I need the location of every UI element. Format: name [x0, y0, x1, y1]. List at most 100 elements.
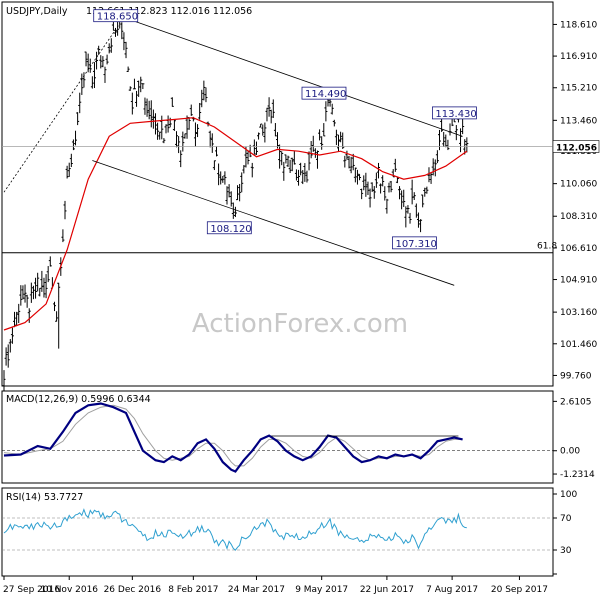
price-bar	[177, 136, 181, 154]
price-bar	[97, 45, 101, 55]
x-tick-label: 20 Sep 2017	[491, 585, 548, 595]
price-bar	[202, 80, 206, 101]
price-callout-box	[432, 106, 477, 120]
price-bar	[183, 133, 187, 139]
x-tick-label: 8 Feb 2017	[168, 585, 218, 595]
price-bar	[128, 86, 132, 91]
price-bar	[349, 156, 353, 174]
price-bar	[406, 205, 410, 214]
price-bar	[147, 100, 151, 120]
price-bar	[366, 181, 370, 196]
price-bar	[398, 186, 402, 200]
price-y-tick-label: 104.910	[560, 276, 597, 286]
rsi-lines	[2, 508, 553, 551]
price-bar	[269, 109, 273, 124]
price-bar	[267, 97, 271, 117]
price-bar	[193, 122, 197, 147]
price-bar	[236, 185, 240, 201]
price-bar	[261, 124, 265, 136]
price-bar	[263, 122, 267, 143]
price-bar	[290, 157, 294, 172]
rsi-panel-title: RSI(14) 53.7727	[6, 492, 83, 503]
price-bar	[99, 55, 103, 69]
x-tick-label: 9 May 2017	[295, 585, 348, 595]
price-bar	[368, 188, 372, 208]
price-bar	[381, 175, 385, 187]
price-bar	[433, 159, 437, 177]
price-panel-frame	[1, 1, 554, 387]
price-bar	[156, 122, 160, 140]
macd-panel: MACD(12,26,9) 0.5996 0.6344 2.6105 0.00 -1…	[1, 390, 595, 484]
price-bar	[402, 189, 406, 207]
price-bar	[141, 83, 145, 90]
price-bar	[164, 124, 168, 134]
price-bar	[15, 311, 19, 327]
price-bar	[442, 131, 446, 147]
macd-y-tick-label: -1.2314	[560, 470, 595, 480]
price-bar	[196, 124, 200, 138]
price-bar	[63, 200, 67, 220]
price-bar	[393, 158, 397, 172]
price-bar	[334, 129, 338, 146]
price-bar	[74, 130, 78, 146]
price-bar	[347, 155, 351, 169]
price-bar	[71, 139, 75, 151]
watermark: ActionForex.com	[192, 309, 408, 339]
price-bar	[404, 206, 408, 228]
price-bar	[278, 144, 282, 169]
channel-trendline	[127, 18, 463, 137]
price-bar	[254, 141, 258, 155]
price-bar	[303, 163, 307, 182]
price-bar	[65, 165, 69, 179]
price-bar	[351, 153, 355, 171]
current-price-label: 112.056	[556, 143, 597, 153]
price-bar	[88, 58, 92, 73]
x-tick-label: 26 Dec 2016	[104, 585, 162, 595]
price-bar	[372, 186, 376, 199]
price-panel-title: USDJPY,Daily	[6, 6, 68, 17]
price-bar	[282, 161, 286, 181]
price-bar	[385, 198, 389, 214]
macd-y-axis: 2.6105 0.00 -1.2314	[553, 397, 595, 480]
price-bar	[158, 131, 162, 140]
price-bar	[414, 203, 418, 218]
price-bar	[229, 191, 233, 207]
price-bar	[299, 162, 303, 176]
price-bar	[42, 277, 46, 298]
price-bar	[395, 176, 399, 184]
price-bar	[48, 256, 52, 267]
price-bar	[67, 162, 71, 177]
price-bar	[10, 327, 14, 344]
rsi-y-tick-label: 30	[560, 546, 572, 556]
price-bar	[8, 339, 12, 353]
x-tick-label: 24 Mar 2017	[228, 585, 285, 595]
price-bar	[130, 92, 134, 115]
price-bar	[265, 107, 269, 122]
price-bar	[225, 186, 229, 205]
x-tick-label: 27 Sep 2016	[3, 585, 60, 595]
price-bar	[52, 301, 56, 312]
price-bar	[465, 137, 469, 153]
price-bar	[311, 135, 315, 152]
price-bar	[4, 347, 8, 366]
price-y-tick-label: 101.460	[560, 340, 597, 350]
macd-panel-frame	[1, 390, 554, 484]
price-panel-ohlc: 112.661 112.823 112.016 112.056	[86, 6, 252, 17]
price-bar	[318, 129, 322, 141]
price-bar	[145, 98, 149, 117]
price-bar	[360, 188, 364, 200]
price-bar	[19, 285, 23, 306]
price-bar	[23, 284, 27, 303]
price-bar	[17, 303, 21, 324]
price-bar	[31, 285, 35, 300]
price-callout-label: 113.430	[435, 109, 476, 120]
price-y-tick-label: 108.310	[560, 212, 597, 222]
price-bar	[6, 344, 10, 368]
price-bar	[246, 150, 250, 165]
price-bar	[280, 151, 284, 166]
price-bar	[185, 115, 189, 139]
price-bar	[305, 170, 309, 183]
price-bar	[25, 294, 29, 308]
